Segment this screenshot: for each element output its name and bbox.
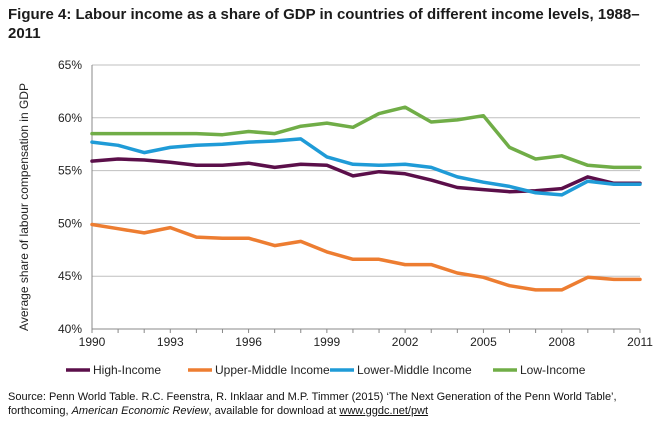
source-note: Source: Penn World Table. R.C. Feenstra,… — [8, 390, 658, 418]
legend: High-Income Upper-Middle Income Lower-Midd… — [66, 363, 586, 377]
legend-label: High-Income — [93, 363, 161, 377]
y-tick-label: 45% — [58, 269, 82, 283]
x-tick-label: 2011 — [627, 335, 653, 349]
legend-label: Upper-Middle Income — [215, 363, 330, 377]
x-tick-label: 1990 — [79, 335, 106, 349]
y-axis-label: Average share of labour compensation in … — [17, 83, 31, 331]
legend-label: Low-Income — [520, 363, 586, 377]
x-tick-label: 2005 — [470, 335, 497, 349]
series-line-lower-middle-income — [90, 137, 642, 197]
series-line-high-income — [90, 157, 642, 194]
series-line-upper-middle-income — [90, 222, 642, 292]
x-tick-label: 1993 — [157, 335, 184, 349]
x-tick-label: 1999 — [314, 335, 341, 349]
chart-title: Figure 4: Labour income as a share of GD… — [8, 6, 640, 42]
y-axis: 40% 45% 50% 55% 60% 65% — [58, 58, 93, 336]
x-tick-label: 1996 — [235, 335, 262, 349]
y-tick-label: 60% — [58, 111, 82, 125]
y-tick-label: 50% — [58, 216, 82, 230]
source-link[interactable]: www.ggdc.net/pwt — [339, 405, 429, 417]
x-tick-label: 2002 — [392, 335, 419, 349]
x-axis: 1990 1993 1996 1999 2002 2005 2008 2011 — [79, 328, 653, 349]
source-prefix: Source: Penn World Table. R.C. Feenstra,… — [8, 391, 617, 417]
y-tick-label: 55% — [58, 164, 82, 178]
legend-label: Lower-Middle Income — [357, 363, 472, 377]
y-tick-label: 65% — [58, 58, 82, 72]
y-tick-label: 40% — [58, 322, 82, 336]
series-lines — [90, 105, 642, 292]
x-tick-label: 2008 — [548, 335, 575, 349]
source-middle: , available for download at — [208, 405, 340, 417]
series-line-low-income — [90, 105, 642, 170]
source-journal: American Economic Review — [71, 405, 209, 417]
